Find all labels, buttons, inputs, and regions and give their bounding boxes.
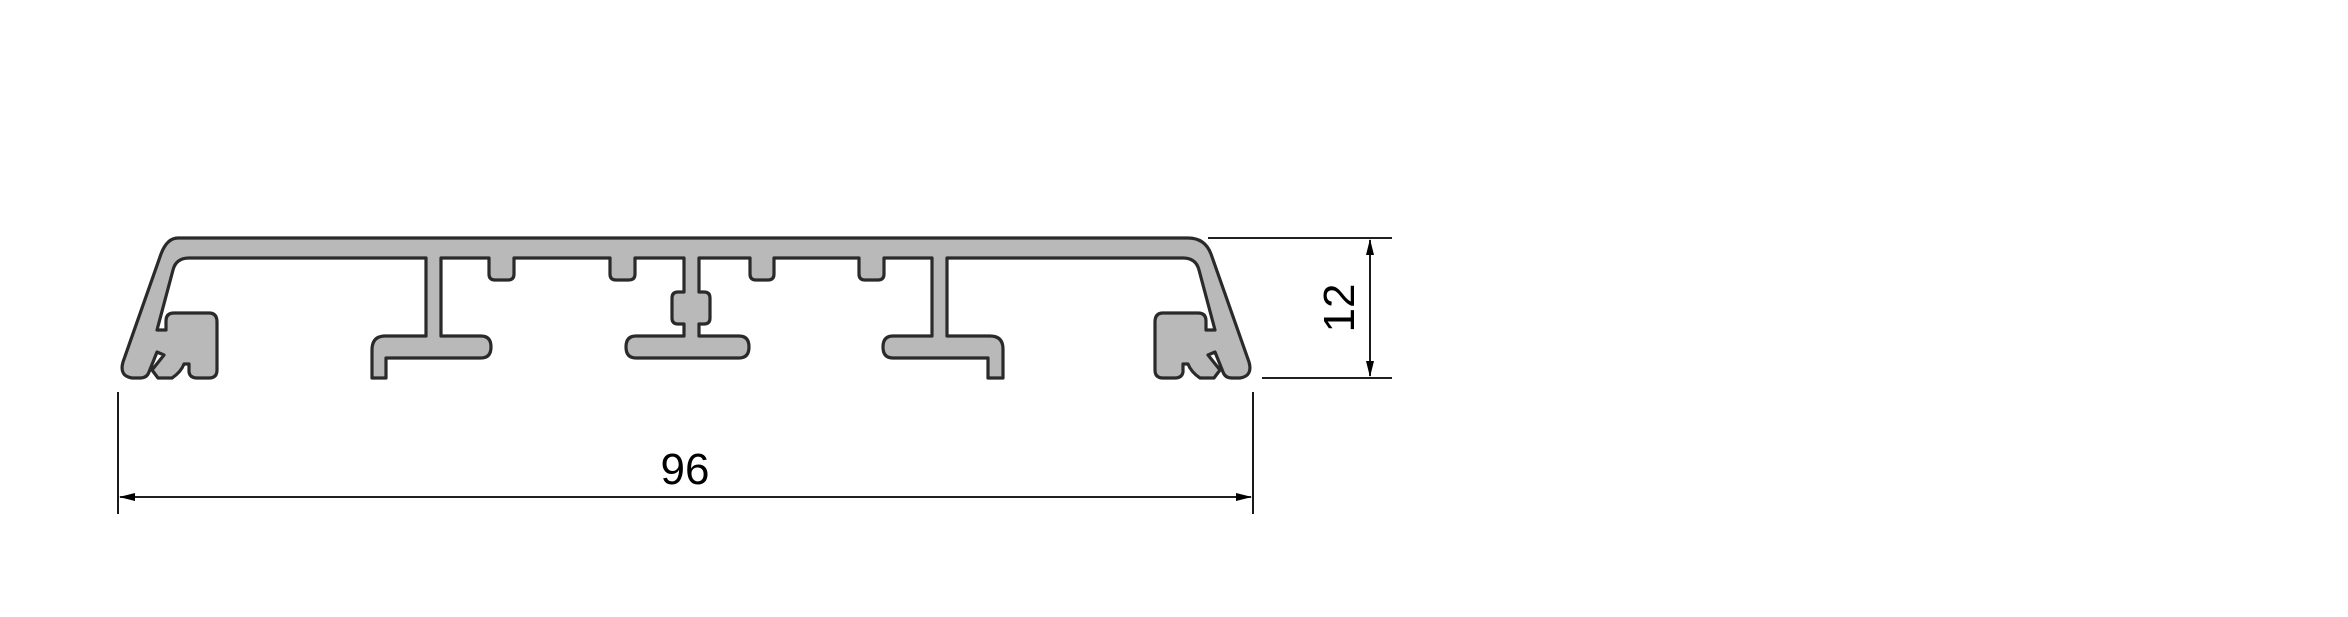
extrusion-profile <box>120 236 1252 380</box>
width-label: 96 <box>661 445 710 494</box>
height-dimension: 12 <box>1208 237 1392 379</box>
height-label: 12 <box>1315 284 1364 333</box>
profile-section <box>120 236 1252 380</box>
width-dimension: 96 <box>117 392 1254 514</box>
